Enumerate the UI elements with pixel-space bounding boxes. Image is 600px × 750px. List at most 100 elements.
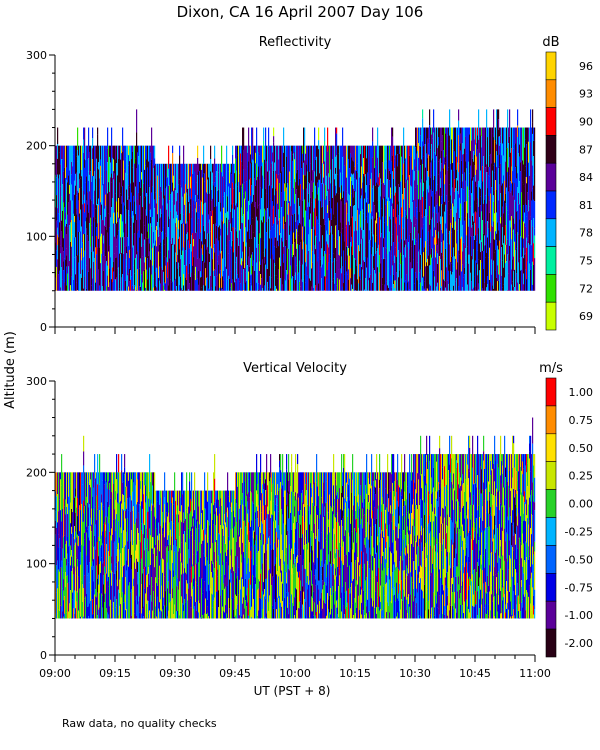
heatmap-column — [76, 591, 78, 602]
heatmap-column — [436, 127, 438, 157]
heatmap-column — [58, 472, 60, 512]
heatmap-column — [485, 127, 487, 168]
heatmap-column — [74, 497, 76, 527]
heatmap-column — [279, 257, 281, 291]
heatmap-column — [489, 200, 491, 213]
heatmap-column — [188, 289, 190, 291]
heatmap-column — [513, 218, 515, 230]
heatmap-column — [69, 213, 71, 226]
heatmap-column — [111, 570, 113, 586]
heatmap-column — [121, 145, 123, 154]
heatmap-column — [488, 166, 490, 176]
heatmap-column — [103, 584, 105, 619]
heatmap-column — [239, 230, 241, 246]
heatmap-column — [197, 490, 199, 522]
heatmap-column — [227, 507, 229, 518]
heatmap-column — [56, 472, 58, 497]
heatmap-column — [315, 285, 317, 291]
heatmap-column — [269, 145, 271, 171]
heatmap-column — [156, 518, 158, 529]
heatmap-column — [453, 266, 455, 286]
heatmap-column — [360, 154, 362, 174]
heatmap-column — [151, 510, 153, 540]
heatmap-column — [386, 221, 388, 249]
heatmap-column — [450, 195, 452, 210]
heatmap-column — [324, 290, 326, 291]
heatmap-column — [444, 157, 446, 165]
heatmap-column — [83, 190, 85, 201]
heatmap-column — [309, 183, 311, 207]
heatmap-column — [186, 265, 188, 280]
heatmap-column — [97, 167, 99, 205]
heatmap-column — [266, 559, 268, 579]
heatmap-column — [108, 576, 110, 587]
heatmap-column — [277, 547, 279, 572]
heatmap-column — [255, 519, 257, 541]
heatmap-column — [531, 179, 533, 192]
heatmap-column — [249, 238, 251, 248]
heatmap-column — [187, 221, 189, 233]
heatmap-column — [502, 287, 504, 291]
heatmap-column — [159, 163, 161, 197]
heatmap-column — [310, 280, 312, 291]
heatmap-column — [248, 579, 250, 616]
heatmap-column — [155, 177, 157, 193]
heatmap-column — [109, 531, 111, 557]
heatmap-column — [119, 288, 121, 291]
heatmap-column — [137, 152, 139, 166]
heatmap-column — [207, 560, 209, 600]
heatmap-column — [462, 251, 464, 265]
heatmap-column — [124, 474, 126, 502]
heatmap-column — [484, 282, 486, 291]
heatmap-column — [309, 219, 311, 227]
heatmap-column — [196, 202, 198, 213]
heatmap-column — [232, 145, 234, 155]
heatmap-column — [423, 146, 425, 157]
heatmap-column — [252, 201, 254, 219]
heatmap-column — [121, 186, 123, 197]
heatmap-column — [270, 258, 272, 289]
heatmap-column — [516, 211, 518, 249]
heatmap-column — [227, 235, 229, 245]
heatmap-column — [528, 200, 530, 212]
heatmap-column — [162, 490, 164, 513]
heatmap-column — [211, 560, 213, 573]
heatmap-column — [385, 247, 387, 259]
heatmap-column — [313, 212, 315, 227]
heatmap-column — [438, 250, 440, 257]
heatmap-column — [213, 472, 215, 506]
heatmap-column — [168, 176, 170, 186]
heatmap-column — [500, 135, 502, 144]
heatmap-column — [530, 109, 532, 143]
heatmap-column — [111, 585, 113, 605]
heatmap-column — [519, 181, 521, 205]
heatmap-column — [136, 472, 138, 505]
heatmap-column — [431, 144, 433, 161]
heatmap-column — [78, 508, 80, 537]
heatmap-column — [97, 454, 99, 485]
heatmap-column — [410, 219, 412, 233]
heatmap-column — [414, 159, 416, 172]
heatmap-column — [260, 540, 262, 574]
heatmap-column — [201, 169, 203, 202]
heatmap-column — [260, 533, 262, 541]
heatmap-column — [268, 496, 270, 515]
heatmap-column — [440, 187, 442, 217]
heatmap-column — [351, 217, 353, 237]
heatmap-column — [152, 247, 154, 266]
heatmap-column — [280, 454, 282, 471]
heatmap-column — [473, 213, 475, 222]
heatmap-column — [212, 248, 214, 260]
heatmap-column — [113, 519, 115, 544]
heatmap-column — [335, 173, 337, 186]
heatmap-column — [272, 201, 274, 209]
heatmap-column — [180, 220, 182, 260]
heatmap-column — [149, 506, 151, 529]
heatmap-column — [366, 185, 368, 203]
heatmap-column — [479, 127, 481, 138]
heatmap-column — [487, 137, 489, 173]
heatmap-column — [170, 544, 172, 571]
heatmap-column — [117, 221, 119, 236]
heatmap-column — [255, 238, 257, 271]
heatmap-column — [210, 513, 212, 536]
